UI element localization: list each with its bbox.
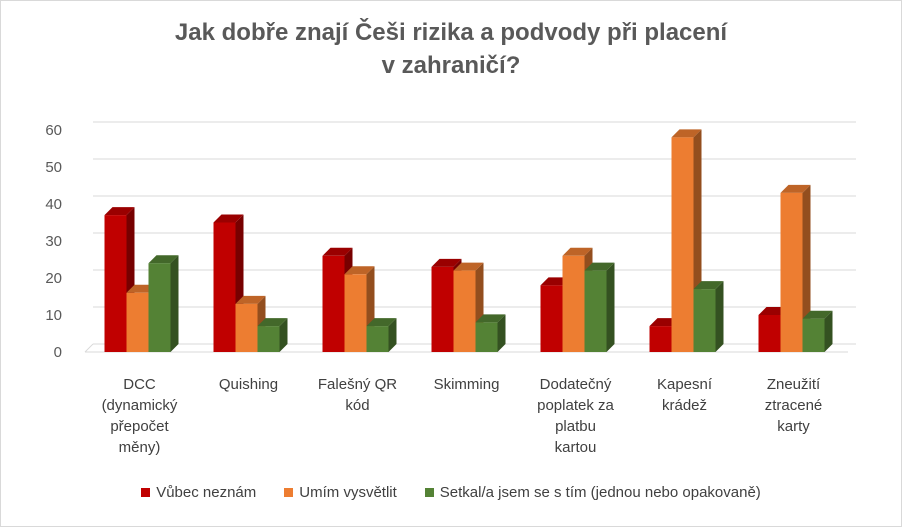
legend-swatch-series-1 <box>141 488 151 497</box>
bar-top <box>322 247 353 256</box>
bar <box>344 274 367 352</box>
x-tick-label-line: ztracené <box>765 397 823 414</box>
bar-top <box>257 318 288 327</box>
x-tick-label-line: poplatek za <box>537 397 614 414</box>
x-tick-label: DCC (dynamický přepočet měny) <box>102 376 178 456</box>
x-tick-label-line: přepočet <box>110 418 169 435</box>
legend-swatch-series-2 <box>284 488 294 497</box>
bar-side <box>279 318 288 352</box>
bar-top <box>693 281 724 290</box>
bar-top <box>213 214 244 223</box>
bar <box>431 266 454 352</box>
legend-label-series-3: Setkal/a jsem se s tím (jednou nebo opak… <box>439 484 761 501</box>
chart-title-line-1: Jak dobře znají Češi rizika a podvody př… <box>174 19 728 46</box>
bar-top <box>344 266 375 275</box>
bar <box>671 137 694 352</box>
bar-top <box>148 255 179 264</box>
bar <box>802 318 825 352</box>
bar-top <box>453 262 484 271</box>
bar-top <box>780 184 811 193</box>
bar-top <box>104 207 135 216</box>
x-tick-label: Dodatečný poplatek za platbu kartou <box>537 376 614 456</box>
legend-label-series-1: Vůbec neznám <box>156 484 257 501</box>
bar <box>366 326 389 352</box>
x-tick-label-line: kód <box>345 397 369 414</box>
bar <box>540 285 563 352</box>
legend-item-series-1: Vůbec neznám <box>141 484 256 501</box>
bar <box>453 270 476 352</box>
x-tick-label-line: Falešný QR <box>318 376 397 393</box>
bar <box>758 315 781 352</box>
bar <box>584 270 607 352</box>
y-tick-label: 10 <box>45 307 62 324</box>
legend-swatch-series-3 <box>424 488 434 497</box>
y-tick-label: 0 <box>54 344 62 361</box>
bar <box>126 292 149 352</box>
bar-top <box>475 314 506 323</box>
bar-top <box>671 129 702 138</box>
y-tick-label: 60 <box>45 122 62 139</box>
bar-top <box>802 310 833 319</box>
y-tick-label: 20 <box>45 270 62 287</box>
bar-top <box>366 318 397 327</box>
x-tick-label-line: Quishing <box>219 376 278 393</box>
x-tick-label: Falešný QR kód <box>318 376 397 414</box>
x-tick-label: Quishing <box>219 376 278 393</box>
legend: Vůbec neznám Umím vysvětlit Setkal/a jse… <box>0 484 902 501</box>
bar <box>213 222 236 352</box>
x-tick-label-line: DCC <box>123 376 156 393</box>
y-tick-label: 30 <box>45 233 62 250</box>
y-tick-label: 50 <box>45 159 62 176</box>
x-tick-label-line: kartou <box>555 439 597 456</box>
bar <box>235 303 258 352</box>
bar <box>649 326 672 352</box>
bar-side <box>606 262 615 352</box>
x-tick-label-line: Skimming <box>434 376 500 393</box>
bar <box>322 255 345 352</box>
bar <box>104 215 127 352</box>
legend-item-series-2: Umím vysvětlit <box>284 484 397 501</box>
legend-label-series-2: Umím vysvětlit <box>299 484 397 501</box>
bar <box>148 263 171 352</box>
x-tick-label-line: platbu <box>555 418 596 435</box>
bar-side <box>715 281 724 352</box>
floor-edge-left <box>84 343 94 353</box>
bar-side <box>824 310 833 352</box>
x-tick-label-line: měny) <box>119 439 161 456</box>
chart-title: Jak dobře znají Češi rizika a podvody př… <box>0 16 902 82</box>
x-tick-label-line: Kapesní <box>657 376 713 393</box>
bar-side <box>170 255 179 352</box>
bar-side <box>497 314 506 352</box>
x-tick-label-line: karty <box>777 418 810 435</box>
bar-side <box>388 318 397 352</box>
x-tick-label-line: Dodatečný <box>540 376 612 393</box>
x-tick-label: Kapesní krádež <box>657 376 713 414</box>
bar <box>475 322 498 352</box>
x-tick-label: Zneužití ztracené karty <box>765 376 823 435</box>
legend-item-series-3: Setkal/a jsem se s tím (jednou nebo opak… <box>424 484 761 501</box>
bar-top <box>431 258 462 267</box>
x-tick-label-line: (dynamický <box>102 397 178 414</box>
bar-top <box>235 295 266 304</box>
y-tick-label: 40 <box>45 196 62 213</box>
chart-title-line-2: v zahraničí? <box>381 52 521 79</box>
bar-side <box>802 184 811 352</box>
bar <box>257 326 280 352</box>
bar <box>562 255 585 352</box>
x-tick-label: Skimming <box>434 376 500 393</box>
x-tick-label-line: Zneužití <box>767 376 821 393</box>
bar-top <box>562 247 593 256</box>
bar-top <box>584 262 615 271</box>
bar <box>780 192 803 352</box>
bar <box>693 289 716 352</box>
x-tick-label-line: krádež <box>662 397 707 414</box>
